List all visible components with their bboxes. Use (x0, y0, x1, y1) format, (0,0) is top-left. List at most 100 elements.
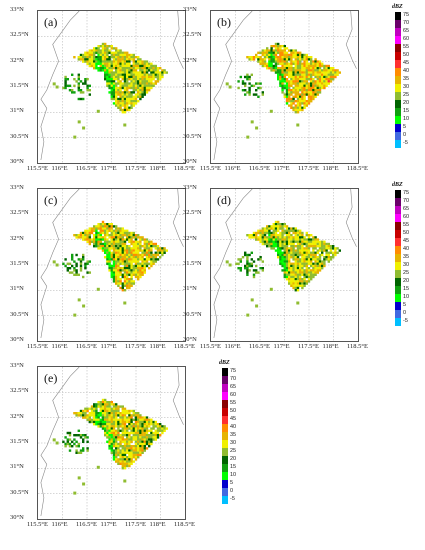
echo-cell (101, 69, 105, 72)
echo-cell (93, 227, 96, 230)
colorbar-swatch (395, 68, 401, 76)
echo-cell (90, 405, 94, 408)
echo-cell (88, 49, 91, 52)
echo-cell (272, 240, 275, 243)
echo-cell (121, 227, 124, 230)
echo-cell (79, 258, 83, 261)
y-tick-label: 30°N (183, 158, 197, 165)
echo-cell (128, 100, 131, 103)
echo-cell (307, 89, 311, 92)
y-tick-label: 30.5°N (10, 488, 29, 496)
echo-cell (62, 440, 65, 443)
echo-cell (123, 78, 127, 81)
echo-cell (137, 451, 140, 454)
colorbar-swatch (222, 424, 228, 432)
echo-cell (290, 240, 293, 243)
echo-cell (119, 286, 122, 290)
echo-cell (301, 108, 304, 112)
echo-cell (106, 434, 109, 437)
echo-cell (323, 78, 326, 81)
echo-cell (66, 78, 69, 81)
echo-cell (288, 227, 291, 230)
echo-cell (106, 262, 109, 265)
echo-cell (294, 286, 297, 290)
echo-cell (288, 104, 291, 107)
echo-cell (112, 275, 116, 279)
echo-cell (305, 249, 308, 252)
echo-cell (134, 247, 138, 250)
echo-cell (77, 56, 80, 59)
echo-cell (288, 253, 291, 257)
echo-cell (314, 245, 317, 248)
echo-cell (310, 264, 313, 268)
echo-cell (279, 45, 282, 48)
echo-cell (110, 449, 113, 452)
echo-cell (141, 256, 144, 259)
echo-cell (134, 71, 138, 74)
echo-cell (139, 271, 142, 274)
echo-cell (285, 251, 289, 254)
echo-cell (110, 238, 113, 241)
y-tick-label: 31.5°N (183, 260, 202, 267)
echo-cell (161, 69, 164, 72)
echo-cell (115, 260, 118, 263)
echo-cell (97, 62, 100, 65)
echo-cell (336, 69, 339, 72)
echo-cell (145, 64, 149, 68)
echo-cell (108, 267, 111, 270)
echo-cell (115, 84, 118, 87)
echo-cell (294, 229, 297, 232)
echo-cell (141, 429, 144, 432)
echo-cell (323, 71, 326, 74)
echo-cell (244, 82, 247, 85)
echo-cell (301, 264, 304, 268)
echo-cell (141, 67, 144, 70)
echo-cell (303, 251, 306, 254)
echo-cell (108, 49, 111, 52)
echo-cell (119, 84, 122, 87)
echo-cell (130, 269, 133, 272)
echo-cell (130, 414, 133, 417)
echo-cell (115, 453, 118, 457)
echo-cell (121, 238, 124, 241)
echo-cell (130, 106, 133, 109)
echo-cell (321, 240, 324, 243)
echo-cell (71, 73, 74, 76)
echo-cell (154, 420, 157, 424)
echo-cell (301, 56, 304, 59)
echo-cell (150, 86, 153, 90)
echo-cell (88, 62, 91, 65)
echo-cell (121, 231, 124, 235)
echo-cell (132, 97, 135, 101)
echo-cell (93, 416, 96, 419)
echo-cell (104, 75, 107, 79)
echo-cell (272, 229, 275, 232)
echo-cell (312, 89, 315, 92)
echo-cell (283, 247, 286, 250)
echo-cell (130, 262, 133, 265)
echo-cell (290, 56, 293, 59)
echo-cell (270, 62, 273, 65)
echo-cell (303, 73, 306, 76)
echo-cell (110, 403, 113, 406)
echo-cell (159, 75, 162, 79)
echo-cell (139, 273, 142, 276)
echo-cell (285, 100, 289, 103)
echo-cell (279, 245, 282, 248)
echo-cell (112, 80, 116, 83)
echo-cell (101, 427, 105, 430)
echo-cell (121, 86, 124, 90)
echo-cell (296, 86, 300, 90)
echo-cell (296, 95, 300, 98)
echo-cell (252, 93, 256, 96)
echo-cell (141, 95, 144, 98)
echo-cell (90, 49, 94, 52)
x-tick-label: 118°E (149, 165, 166, 172)
echo-cell (288, 53, 291, 57)
echo-cell (310, 260, 313, 263)
echo-cell (82, 126, 86, 130)
echo-cell (108, 251, 111, 254)
colorbar-swatch (395, 132, 401, 140)
echo-cell (321, 253, 324, 257)
echo-cell (128, 258, 131, 261)
